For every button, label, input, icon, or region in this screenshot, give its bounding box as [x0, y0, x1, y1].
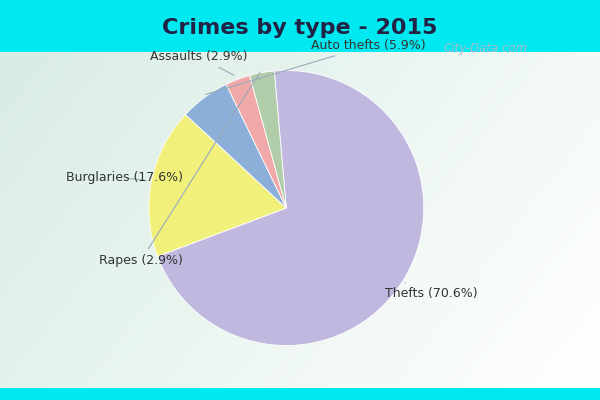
Text: Crimes by type - 2015: Crimes by type - 2015 — [163, 18, 437, 38]
Wedge shape — [158, 70, 424, 346]
Text: Assaults (2.9%): Assaults (2.9%) — [150, 50, 248, 76]
Text: Thefts (70.6%): Thefts (70.6%) — [385, 283, 478, 300]
Text: Rapes (2.9%): Rapes (2.9%) — [99, 72, 260, 267]
Wedge shape — [250, 71, 286, 208]
Wedge shape — [226, 76, 286, 208]
Text: Burglaries (17.6%): Burglaries (17.6%) — [66, 171, 183, 184]
Text: City-Data.com: City-Data.com — [444, 42, 528, 55]
Text: Auto thefts (5.9%): Auto thefts (5.9%) — [205, 39, 425, 94]
Wedge shape — [149, 114, 286, 256]
Wedge shape — [185, 84, 286, 208]
